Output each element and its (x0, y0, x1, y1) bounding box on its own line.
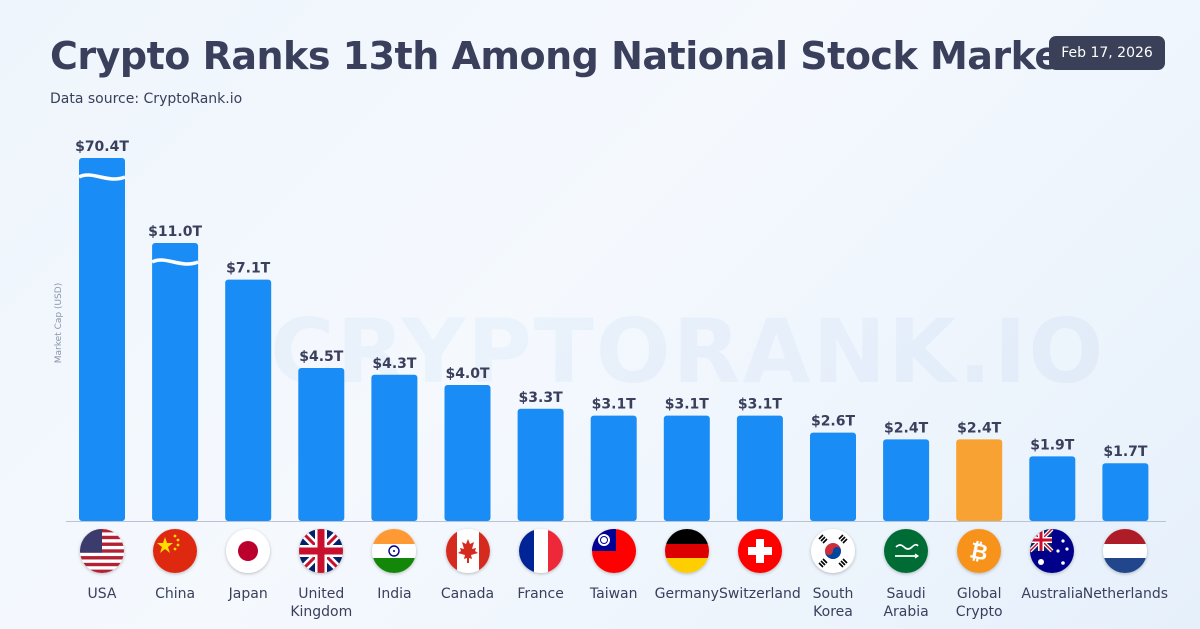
category-label-line: Netherlands (1082, 586, 1169, 602)
bar-canada (444, 385, 491, 521)
category-label-south-korea: South Korea (781, 585, 885, 621)
value-label-canada: $4.0T (445, 366, 490, 382)
value-label-saudi-arabia: $2.4T (884, 420, 929, 436)
bar-australia (1029, 456, 1076, 521)
category-label-line: India (377, 586, 412, 602)
value-label-france: $3.3T (519, 390, 564, 406)
category-label-global-crypto: Global Crypto (927, 585, 1031, 621)
category-label-switzerland: Switzerland (708, 585, 812, 603)
bar-netherlands (1102, 463, 1149, 521)
category-label-australia: Australia (1000, 585, 1104, 603)
value-label-germany: $3.1T (665, 397, 710, 413)
bar-china (152, 243, 199, 521)
value-label-japan: $7.1T (226, 261, 271, 277)
value-label-china: $11.0T (148, 224, 202, 240)
date-badge: Feb 17, 2026 (1049, 36, 1165, 70)
canada-flag-icon (445, 529, 490, 573)
netherlands-flag-icon (1103, 529, 1148, 573)
switzerland-flag-icon (737, 529, 782, 573)
category-label-line: South (812, 586, 854, 602)
category-label-line: Germany (654, 586, 719, 602)
category-label-line: Australia (1021, 586, 1084, 602)
bar-saudi-arabia (883, 439, 930, 521)
category-label-line: Korea (813, 604, 853, 620)
category-label-canada: Canada (416, 585, 520, 603)
category-label-taiwan: Taiwan (562, 585, 666, 603)
chart-title: Crypto Ranks 13th Among National Stock M… (50, 34, 1100, 78)
bar-united-kingdom (298, 368, 345, 521)
axis-break-mark (151, 258, 199, 266)
australia-flag-icon (1030, 529, 1075, 573)
india-flag-icon (372, 529, 417, 573)
bitcoin-icon: ₿ (957, 529, 1002, 573)
value-label-global-crypto: $2.4T (957, 420, 1002, 436)
category-label-line: Japan (228, 586, 268, 602)
value-label-india: $4.3T (372, 356, 417, 372)
value-label-usa: $70.4T (75, 139, 129, 155)
south-korea-flag-icon (811, 529, 855, 573)
value-label-south-korea: $2.6T (811, 414, 856, 430)
uk-flag-icon (299, 529, 344, 573)
category-label-france: France (489, 585, 593, 603)
data-source: Data source: CryptoRank.io (50, 91, 243, 107)
category-label-line: France (517, 586, 564, 602)
value-label-netherlands: $1.7T (1103, 444, 1148, 460)
category-label-line: Kingdom (290, 604, 353, 620)
bar-taiwan (590, 415, 637, 521)
category-label-line: USA (87, 586, 117, 602)
category-label-line: Saudi (886, 586, 926, 602)
france-flag-icon (518, 529, 563, 573)
japan-flag-icon (226, 529, 271, 573)
category-label-line: Crypto (955, 604, 1003, 620)
category-label-line: Switzerland (719, 586, 801, 602)
bar-india (371, 374, 418, 521)
category-label-line: Taiwan (589, 586, 638, 602)
bar-usa (79, 158, 125, 521)
axis-break-mark (78, 173, 126, 181)
category-label-line: Arabia (883, 604, 929, 620)
category-label-japan: Japan (196, 585, 300, 603)
bar-global-crypto (956, 439, 1003, 521)
category-label-united-kingdom: United Kingdom (269, 585, 373, 621)
china-flag-icon (153, 529, 198, 573)
category-label-netherlands: Netherlands (1073, 585, 1177, 603)
taiwan-flag-icon (591, 529, 636, 573)
category-label-saudi-arabia: Saudi Arabia (854, 585, 958, 621)
value-label-united-kingdom: $4.5T (299, 349, 344, 365)
value-label-taiwan: $3.1T (592, 397, 637, 413)
saudi-arabia-flag-icon (884, 529, 929, 573)
value-label-australia: $1.9T (1030, 437, 1075, 453)
bar-germany (663, 415, 710, 521)
svg-text:₿: ₿ (968, 538, 991, 566)
bar-japan (225, 279, 272, 521)
category-label-line: Global (956, 586, 1002, 602)
bar-switzerland (736, 415, 783, 521)
category-label-line: United (298, 586, 345, 602)
category-label-germany: Germany (635, 585, 739, 603)
category-label-india: India (342, 585, 446, 603)
usa-flag-icon (80, 529, 124, 573)
category-label-china: China (123, 585, 227, 603)
bar-south-korea (810, 432, 856, 521)
category-label-line: Canada (440, 586, 495, 602)
value-label-switzerland: $3.1T (738, 397, 783, 413)
category-label-usa: USA (50, 585, 154, 603)
bar-france (517, 408, 564, 521)
category-label-line: China (155, 586, 196, 602)
germany-flag-icon (664, 529, 709, 573)
